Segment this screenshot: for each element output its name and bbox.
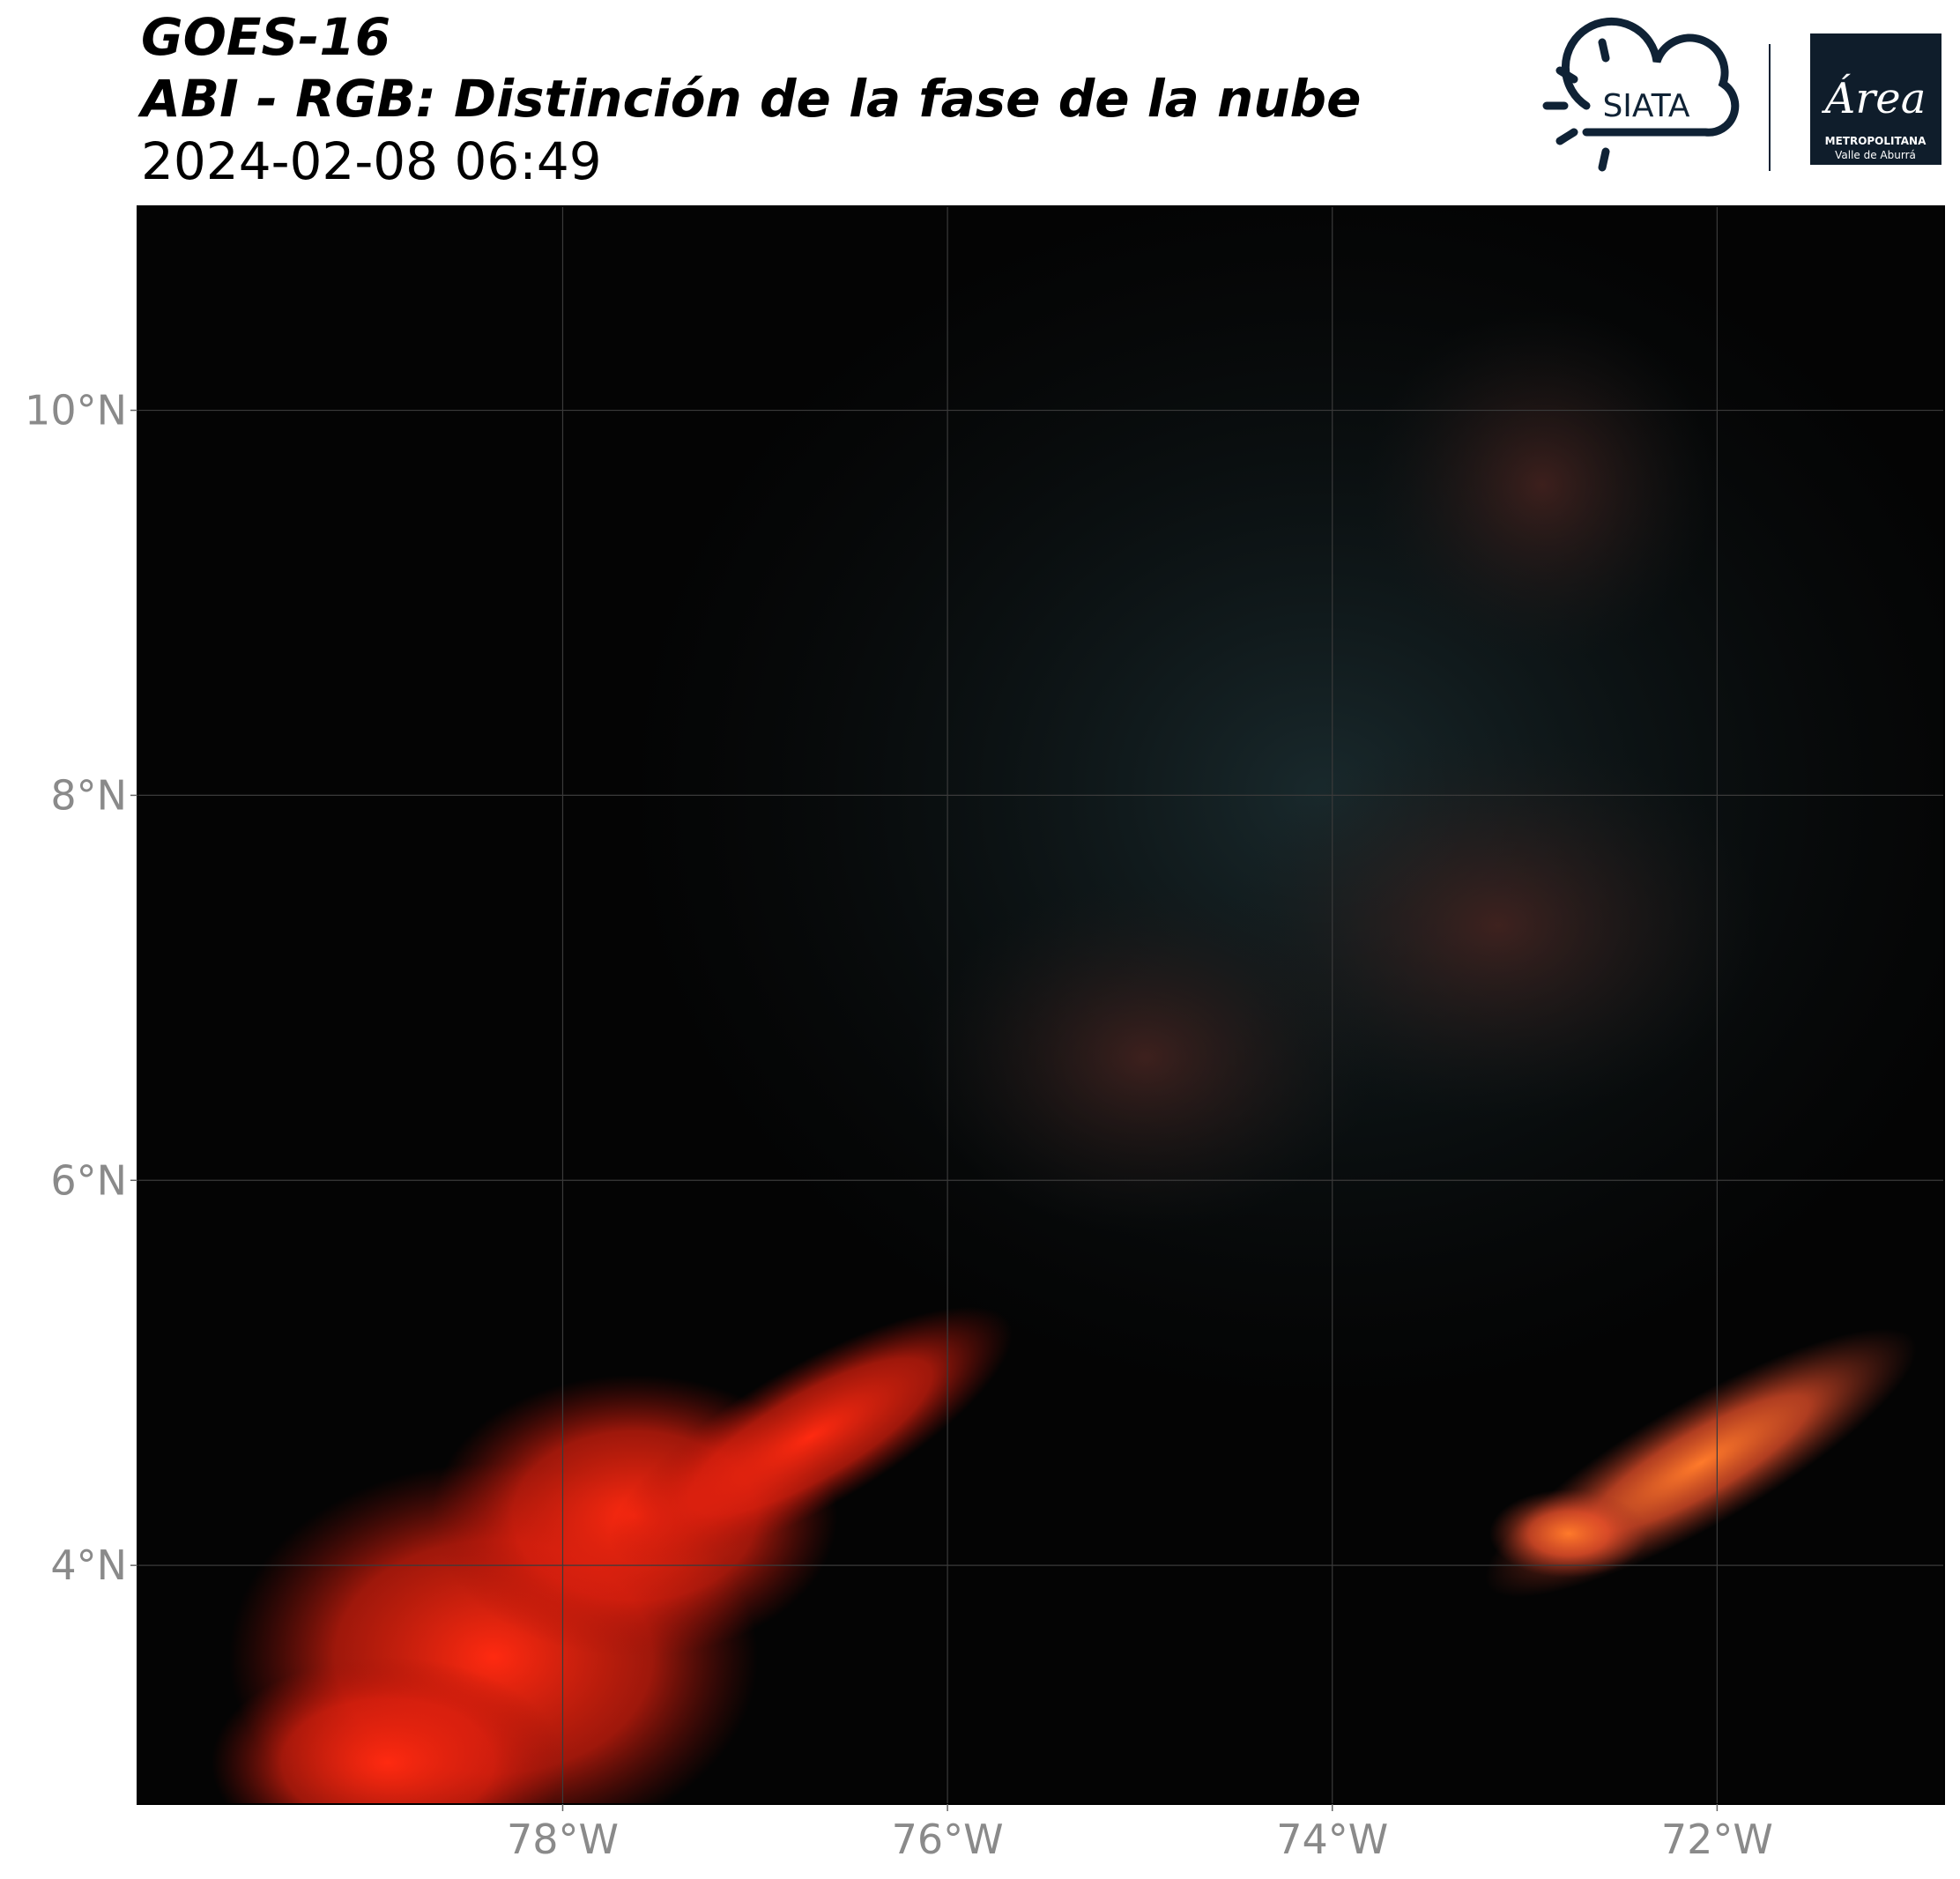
siata-text: SIATA: [1602, 88, 1689, 124]
y-tick-label: 6°N: [50, 1156, 127, 1204]
subtitle: ABI - RGB: Distinción de la fase de la n…: [137, 69, 1361, 129]
x-tick-label: 74°W: [1276, 1816, 1388, 1863]
x-tick-label: 72°W: [1661, 1816, 1773, 1863]
siata-logo: SIATA: [1542, 17, 1740, 172]
graticule: [137, 206, 1944, 1804]
area-text: Área: [1822, 73, 1927, 123]
date: 2024-02-08 06:49: [141, 131, 602, 191]
x-tick-label: 76°W: [892, 1816, 1004, 1863]
imagery: [137, 206, 1944, 1804]
area-line1: METROPOLITANA: [1825, 135, 1927, 147]
y-tick-label: 10°N: [25, 387, 127, 434]
y-tick-label: 4°N: [50, 1541, 127, 1589]
area-logo: [1810, 33, 1941, 165]
map-frame: [137, 205, 1945, 1805]
x-tick-label: 78°W: [507, 1816, 619, 1863]
y-tick-label: 8°N: [50, 771, 127, 819]
area-line2: Valle de Aburrá: [1835, 149, 1916, 161]
title: GOES-16: [141, 7, 390, 67]
